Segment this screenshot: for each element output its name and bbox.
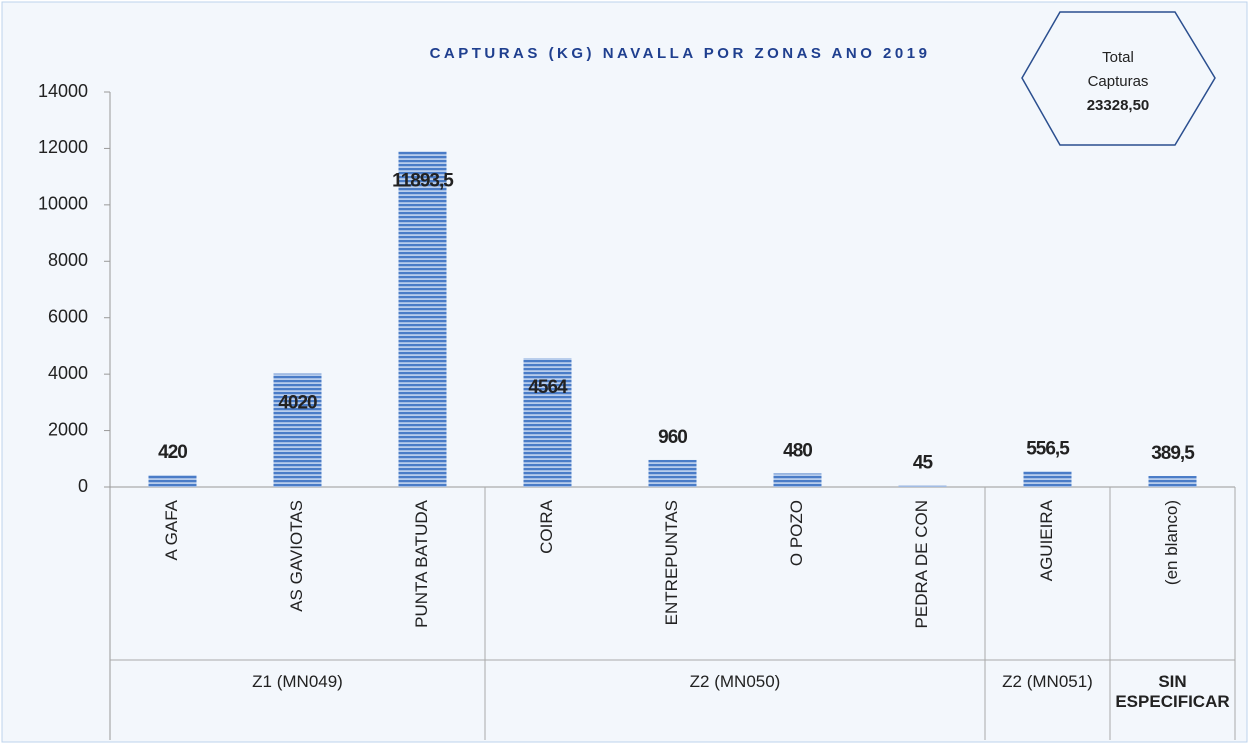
bar bbox=[148, 475, 197, 487]
annotation-total: 23328,50 bbox=[1087, 97, 1150, 114]
y-tick-label: 4000 bbox=[48, 363, 88, 383]
group-label: SIN ESPECIFICAR bbox=[1115, 672, 1230, 711]
data-label: 389,5 bbox=[1151, 443, 1195, 464]
group-label: Z2 (MN050) bbox=[689, 672, 781, 691]
y-tick-label: 8000 bbox=[48, 250, 88, 270]
x-tick-label: AS GAVIOTAS bbox=[287, 500, 306, 612]
group-label: Z1 (MN049) bbox=[252, 672, 343, 691]
y-tick-label: 14000 bbox=[38, 81, 88, 101]
y-tick-label: 12000 bbox=[38, 137, 88, 157]
x-tick-label: PEDRA DE CON bbox=[912, 500, 931, 628]
data-label: 4564 bbox=[528, 377, 568, 398]
y-tick-label: 6000 bbox=[48, 306, 88, 326]
total-hexagon bbox=[1021, 11, 1216, 146]
bar bbox=[1023, 471, 1072, 487]
data-label: 11893,5 bbox=[392, 170, 454, 191]
group-label: Z2 (MN051) bbox=[1002, 672, 1093, 691]
data-label: 960 bbox=[658, 427, 687, 448]
x-tick-label: O POZO bbox=[787, 500, 806, 566]
y-tick-label: 10000 bbox=[38, 194, 88, 214]
x-tick-label: COIRA bbox=[537, 499, 556, 554]
annotation-text: Total bbox=[1102, 49, 1134, 66]
x-tick-label: (en blanco) bbox=[1162, 500, 1181, 585]
data-label: 4020 bbox=[278, 393, 317, 414]
x-tick-label: ENTREPUNTAS bbox=[662, 500, 681, 625]
bar bbox=[273, 373, 322, 487]
bar bbox=[898, 485, 947, 487]
data-label: 556,5 bbox=[1026, 438, 1070, 459]
y-tick-label: 2000 bbox=[48, 419, 88, 439]
y-tick-label: 0 bbox=[78, 476, 88, 496]
bar bbox=[1148, 476, 1197, 487]
bar bbox=[648, 459, 697, 487]
x-tick-label: AGUIEIRA bbox=[1037, 499, 1056, 581]
x-tick-label: PUNTA BATUDA bbox=[412, 499, 431, 627]
bar bbox=[773, 473, 822, 487]
bar bbox=[398, 151, 447, 487]
data-label: 480 bbox=[783, 440, 812, 461]
data-label: 45 bbox=[913, 453, 934, 474]
x-tick-label: A GAFA bbox=[162, 499, 181, 560]
annotation-text: Capturas bbox=[1088, 73, 1149, 90]
chart-title: CAPTURAS (KG) NAVALLA POR ZONAS ANO 2019 bbox=[430, 45, 931, 62]
bar bbox=[523, 358, 572, 487]
data-label: 420 bbox=[158, 442, 187, 463]
